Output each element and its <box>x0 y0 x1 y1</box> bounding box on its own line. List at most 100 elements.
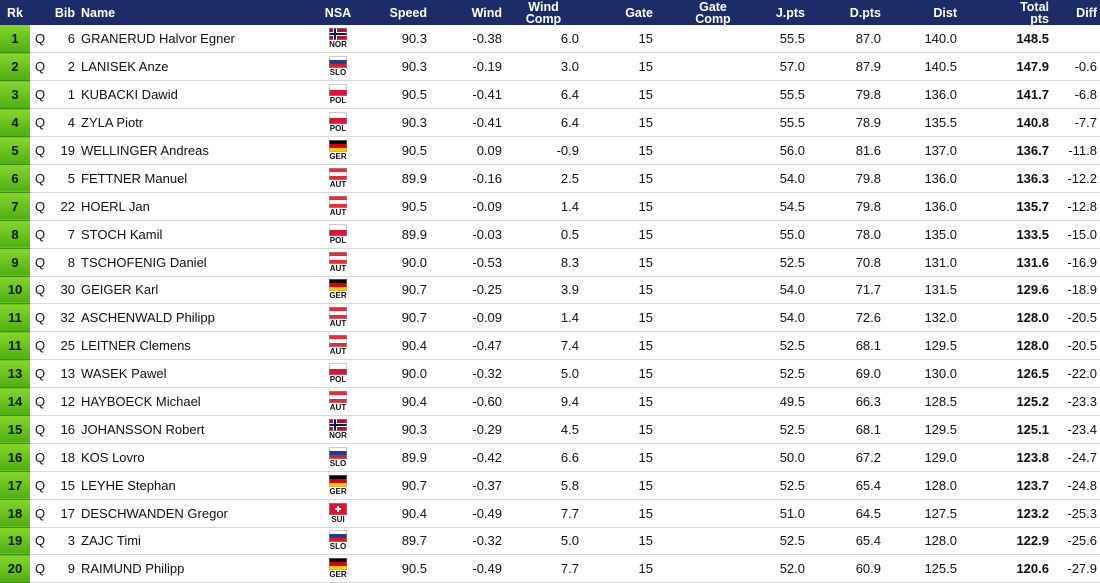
bib: 8 <box>50 248 78 277</box>
name: FETTNER Manuel <box>78 164 308 193</box>
gate-comp <box>656 303 770 333</box>
d-pts: 65.4 <box>808 471 884 500</box>
gate: 15 <box>582 25 656 54</box>
header-text: NSA <box>324 5 352 20</box>
nsa: AUT <box>308 192 368 221</box>
dist: 136.0 <box>884 164 960 193</box>
wind-comp: 7.7 <box>505 554 582 583</box>
header-text: Speed <box>389 5 427 20</box>
qualified: Q <box>30 276 50 305</box>
bib: 30 <box>50 276 78 305</box>
rank: 19 <box>0 527 30 556</box>
gate-comp <box>656 471 770 500</box>
result-row: 7 Q 22 HOERL Jan AUT 90.5 -0.09 1.4 15 54.5 79.8 13… <box>0 192 1100 221</box>
qualified: Q <box>30 387 50 416</box>
dist: 128.5 <box>884 387 960 416</box>
wind: -0.09 <box>430 303 505 333</box>
j-pts: 49.5 <box>770 387 808 416</box>
result-row: 10 Q 30 GEIGER Karl GER 90.7 -0.25 3.9 15 54.0 71.… <box>0 276 1100 305</box>
header-text: Diff <box>1076 5 1097 20</box>
speed: 90.4 <box>368 331 430 361</box>
name: TSCHOFENIG Daniel <box>78 248 308 277</box>
nsa-code: AUT <box>329 263 347 273</box>
nsa-cell: GER <box>311 474 365 496</box>
speed: 89.9 <box>368 443 430 472</box>
speed: 90.3 <box>368 108 430 138</box>
nsa-cell: AUT <box>311 195 365 217</box>
d-pts: 69.0 <box>808 359 884 389</box>
wind: -0.32 <box>430 359 505 389</box>
j-pts: 55.5 <box>770 80 808 110</box>
j-pts: 55.5 <box>770 25 808 54</box>
flag <box>329 307 347 320</box>
flag <box>329 112 347 125</box>
gate: 15 <box>582 499 656 528</box>
gate: 15 <box>582 52 656 82</box>
j-pts: 55.5 <box>770 108 808 138</box>
speed: 90.5 <box>368 80 430 110</box>
gate: 15 <box>582 331 656 361</box>
bib: 4 <box>50 108 78 138</box>
flag <box>329 251 347 264</box>
gate: 15 <box>582 192 656 221</box>
gate: 15 <box>582 220 656 249</box>
wind: -0.19 <box>430 52 505 82</box>
name: HAYBOECK Michael <box>78 387 308 416</box>
dist: 136.0 <box>884 192 960 221</box>
nsa-cell: SLO <box>311 446 365 468</box>
wind: -0.25 <box>430 276 505 305</box>
wind: -0.41 <box>430 108 505 138</box>
gate: 15 <box>582 136 656 165</box>
header-row: Rk Bib Name NSA Speed Wind Wind Comp Gate Gate C… <box>0 0 1100 25</box>
column-header: Bib <box>50 0 78 25</box>
nsa-cell: AUT <box>311 307 365 328</box>
nsa-code: AUT <box>329 319 347 329</box>
flag <box>329 140 347 152</box>
j-pts: 51.0 <box>770 499 808 528</box>
total-pts: 140.8 <box>960 108 1052 138</box>
name: HOERL Jan <box>78 192 308 221</box>
total-pts: 136.7 <box>960 136 1052 165</box>
nsa: AUT <box>308 164 368 193</box>
column-header: D.pts <box>808 0 884 25</box>
nsa-code: GER <box>329 152 347 161</box>
gate-comp <box>656 80 770 110</box>
header-text: Bib <box>54 5 75 20</box>
flag <box>329 363 347 376</box>
nsa-cell: POL <box>311 112 365 133</box>
rank: 11 <box>0 303 30 333</box>
result-row: 3 Q 1 KUBACKI Dawid POL 90.5 -0.41 6.4 15 55.5 79.… <box>0 80 1100 110</box>
name: LEITNER Clemens <box>78 331 308 361</box>
column-header: J.pts <box>770 0 808 25</box>
flag <box>329 502 347 515</box>
qualified: Q <box>30 25 50 54</box>
gate-comp <box>656 276 770 305</box>
bib: 13 <box>50 359 78 389</box>
speed: 90.7 <box>368 303 430 333</box>
name: LEYHE Stephan <box>78 471 308 500</box>
dist: 132.0 <box>884 303 960 333</box>
gate: 15 <box>582 359 656 389</box>
wind-comp: 6.4 <box>505 80 582 110</box>
d-pts: 79.8 <box>808 164 884 193</box>
diff: -23.4 <box>1052 415 1100 444</box>
total-pts: 126.5 <box>960 359 1052 389</box>
total-pts: 147.9 <box>960 52 1052 82</box>
j-pts: 54.0 <box>770 276 808 305</box>
gate-comp <box>656 52 770 82</box>
speed: 90.0 <box>368 359 430 389</box>
gate-comp <box>656 164 770 193</box>
gate: 15 <box>582 443 656 472</box>
result-row: 6 Q 5 FETTNER Manuel AUT 89.9 -0.16 2.5 15 54.0 79… <box>0 164 1100 193</box>
dist: 135.0 <box>884 220 960 249</box>
nsa-code: POL <box>329 96 347 106</box>
d-pts: 65.4 <box>808 527 884 556</box>
nsa-cell: SLO <box>311 530 365 551</box>
gate-comp <box>656 25 770 54</box>
gate-comp <box>656 220 770 249</box>
nsa-code: SLO <box>329 68 347 78</box>
dist: 137.0 <box>884 136 960 165</box>
name: KUBACKI Dawid <box>78 80 308 110</box>
rank: 17 <box>0 471 30 500</box>
column-header: Rk <box>0 0 30 25</box>
